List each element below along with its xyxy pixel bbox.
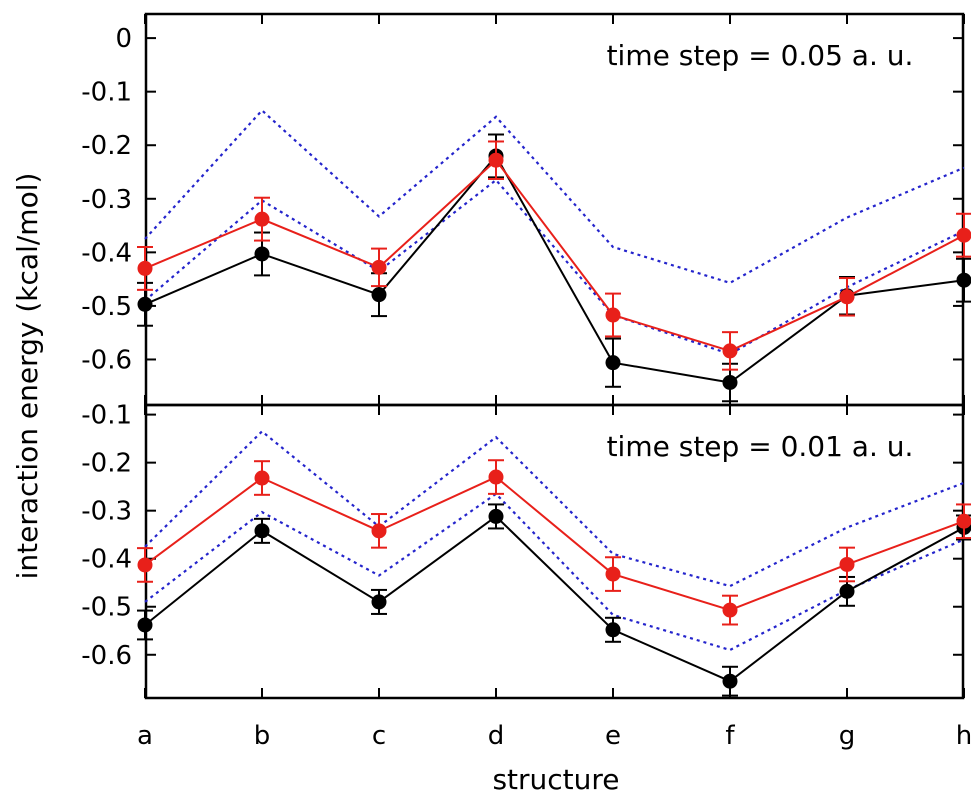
y-tick-label: -0.4 — [81, 545, 132, 575]
data-point — [371, 259, 387, 275]
x-tick-label: b — [254, 721, 271, 751]
data-point — [371, 523, 387, 539]
y-tick-label: -0.2 — [81, 449, 132, 479]
data-point — [722, 375, 738, 391]
data-point — [488, 469, 504, 485]
data-point — [722, 602, 738, 618]
data-point — [722, 673, 738, 689]
series-line — [144, 475, 965, 612]
data-point — [956, 513, 971, 529]
data-point — [605, 307, 621, 323]
y-tick-label: 0 — [115, 24, 132, 54]
series-blue-dotted — [144, 429, 965, 588]
panel-annotation: time step = 0.05 a. u. — [607, 39, 914, 72]
data-point — [956, 227, 971, 243]
series-blue-dotted — [144, 178, 965, 356]
data-point — [137, 260, 153, 276]
y-tick-label: -0.5 — [81, 292, 132, 322]
data-point — [254, 246, 270, 262]
chart-panels: 0 -0.1 -0.2 -0.3 -0.4 -0.5 -0.6 time step = 0.0… — [81, 12, 971, 700]
y-tick-label: -0.4 — [81, 238, 132, 268]
series-line — [144, 515, 965, 683]
data-point — [722, 343, 738, 359]
x-tick-label: g — [839, 721, 856, 751]
data-point — [254, 211, 270, 227]
series-red-line-errorbar — [137, 140, 971, 371]
x-tick-labels: a b c d e f g h — [137, 721, 971, 751]
data-point — [839, 556, 855, 572]
x-axis-title: structure — [492, 763, 619, 796]
data-point — [137, 617, 153, 633]
data-point — [488, 152, 504, 168]
data-point — [137, 296, 153, 312]
y-tick-label: -0.5 — [81, 593, 132, 623]
data-point — [605, 355, 621, 371]
plot-frame — [144, 12, 965, 407]
data-point — [254, 523, 270, 539]
series-red-line-errorbar — [137, 459, 971, 626]
panel-2: -0.1 -0.2 -0.3 -0.4 -0.5 -0.6 time step = 0.01… — [81, 401, 971, 700]
x-tick-label: a — [137, 721, 153, 751]
series-black-line-errorbar — [137, 133, 971, 403]
y-tick-label: -0.3 — [81, 497, 132, 527]
y-tick-label: -0.1 — [81, 401, 132, 431]
y-axis-title: interaction energy (kcal/mol) — [11, 173, 44, 580]
y-tick-label: -0.6 — [81, 345, 132, 375]
data-point — [371, 287, 387, 303]
x-tick-label: f — [725, 721, 735, 751]
y-tick-label: -0.3 — [81, 185, 132, 215]
data-point — [488, 508, 504, 524]
series-blue-dotted — [144, 492, 965, 652]
y-tick-label: -0.2 — [81, 131, 132, 161]
panel-1: 0 -0.1 -0.2 -0.3 -0.4 -0.5 -0.6 time step = 0.0… — [81, 12, 971, 407]
panel-annotation: time step = 0.01 a. u. — [607, 430, 914, 463]
data-point — [254, 470, 270, 486]
series-black-line-errorbar — [137, 503, 971, 697]
series-line — [144, 154, 965, 384]
data-point — [605, 566, 621, 582]
data-point — [839, 289, 855, 305]
data-point — [605, 622, 621, 638]
data-point — [137, 557, 153, 573]
series-line-dotted — [144, 492, 965, 652]
y-tick-label: -0.1 — [81, 78, 132, 108]
x-tick-label: e — [605, 721, 621, 751]
data-point — [839, 583, 855, 599]
series-line-dotted — [144, 178, 965, 356]
x-tick-label: h — [956, 721, 971, 751]
y-tick-label: -0.6 — [81, 641, 132, 671]
x-tick-label: d — [488, 721, 505, 751]
data-point — [956, 272, 971, 288]
data-point — [371, 594, 387, 610]
x-tick-label: c — [372, 721, 386, 751]
series-line — [144, 158, 965, 352]
series-line-dotted — [144, 429, 965, 588]
